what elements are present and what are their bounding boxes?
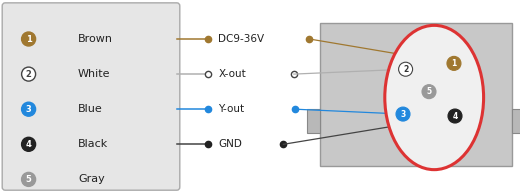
Circle shape [22, 32, 35, 46]
Text: 2: 2 [403, 65, 408, 74]
Text: 4: 4 [25, 140, 32, 149]
Text: X-out: X-out [218, 69, 246, 79]
Circle shape [22, 102, 35, 116]
Text: 1: 1 [451, 59, 457, 68]
Circle shape [22, 137, 35, 151]
Circle shape [448, 109, 462, 123]
Text: White: White [78, 69, 111, 79]
Bar [320, 23, 512, 166]
Text: Y-out: Y-out [218, 104, 244, 114]
Text: DC9-36V: DC9-36V [218, 34, 265, 44]
Text: GND: GND [218, 139, 242, 149]
Text: Gray: Gray [78, 174, 105, 184]
Text: Blue: Blue [78, 104, 103, 114]
Text: 2: 2 [25, 70, 32, 79]
Text: 5: 5 [25, 175, 32, 184]
Text: Brown: Brown [78, 34, 113, 44]
Text: 1: 1 [25, 35, 32, 43]
Bar [307, 109, 320, 133]
Ellipse shape [385, 25, 484, 170]
Circle shape [22, 172, 35, 186]
Circle shape [422, 85, 436, 99]
Text: 3: 3 [25, 105, 32, 114]
Text: 4: 4 [452, 112, 458, 121]
Circle shape [396, 107, 410, 121]
Text: 3: 3 [400, 110, 406, 119]
Circle shape [22, 67, 35, 81]
FancyBboxPatch shape [2, 3, 180, 190]
Text: Black: Black [78, 139, 108, 149]
Circle shape [447, 56, 461, 70]
Text: 5: 5 [426, 87, 432, 96]
Circle shape [399, 62, 412, 76]
Bar [512, 109, 520, 133]
